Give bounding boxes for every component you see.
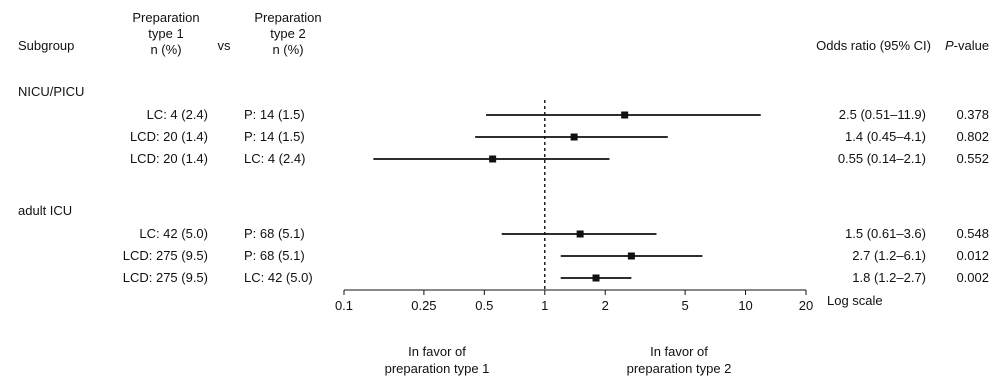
prep2-cell: LC: 4 (2.4) [244, 151, 305, 166]
favor-left-line2: preparation type 1 [385, 361, 490, 376]
x-tick-label: 1 [541, 298, 548, 313]
prep1-cell: LCD: 20 (1.4) [130, 129, 208, 144]
prep2-header-line3: n (%) [272, 42, 303, 57]
odds-ratio-point [576, 230, 584, 238]
x-tick-label: 0.5 [475, 298, 493, 313]
prep2-cell: P: 14 (1.5) [244, 129, 305, 144]
x-tick-label: 0.1 [335, 298, 353, 313]
odds-ratio-point [621, 111, 629, 119]
p-value-header-italic: P [945, 38, 954, 53]
odds-ratio-cell: 1.8 (1.2–2.7) [852, 270, 926, 285]
x-tick-label: 2 [602, 298, 609, 313]
prep2-header-line2: type 2 [270, 26, 305, 41]
x-tick-label: 5 [682, 298, 689, 313]
rows-layer: NICU/PICU LC: 4 (2.4) P: 14 (1.5) 2.5 (0.51… [18, 84, 989, 285]
vs-header: vs [218, 38, 232, 53]
prep2-cell: P: 68 (5.1) [244, 226, 305, 241]
p-value-cell: 0.552 [956, 151, 989, 166]
x-tick-label: 10 [738, 298, 752, 313]
p-value-cell: 0.378 [956, 107, 989, 122]
prep1-cell: LCD: 275 (9.5) [123, 270, 208, 285]
group-label: NICU/PICU [18, 84, 84, 99]
prep1-header-line3: n (%) [150, 42, 181, 57]
prep1-cell: LC: 4 (2.4) [147, 107, 208, 122]
x-tick-label: 20 [799, 298, 813, 313]
x-axis: 0.1 0.25 0.5 1 2 5 10 20 [335, 289, 813, 313]
odds-ratio-point [627, 252, 635, 260]
favor-left-line1: In favor of [408, 344, 466, 359]
x-tick-label: 0.25 [411, 298, 436, 313]
odds-ratio-cell: 1.4 (0.45–4.1) [845, 129, 926, 144]
axis-scale-note: Log scale [827, 293, 883, 308]
prep1-cell: LCD: 275 (9.5) [123, 248, 208, 263]
favor-right-line1: In favor of [650, 344, 708, 359]
column-headers: Subgroup Preparation type 1 n (%) vs Pre… [18, 10, 989, 57]
p-value-cell: 0.002 [956, 270, 989, 285]
odds-ratio-point [489, 155, 497, 163]
prep1-header-line2: type 1 [148, 26, 183, 41]
marks-layer [373, 111, 761, 282]
prep2-cell: P: 14 (1.5) [244, 107, 305, 122]
prep1-cell: LCD: 20 (1.4) [130, 151, 208, 166]
odds-ratio-cell: 2.5 (0.51–11.9) [839, 107, 926, 122]
odds-ratio-point [592, 274, 600, 282]
odds-ratio-cell: 1.5 (0.61–3.6) [845, 226, 926, 241]
p-value-header-rest: -value [954, 38, 989, 53]
subgroup-header: Subgroup [18, 38, 74, 53]
prep2-cell: P: 68 (5.1) [244, 248, 305, 263]
group-label: adult ICU [18, 203, 72, 218]
p-value-header: P-value [945, 38, 989, 53]
prep1-cell: LC: 42 (5.0) [139, 226, 208, 241]
prep1-header-line1: Preparation [132, 10, 199, 25]
favor-right-line2: preparation type 2 [627, 361, 732, 376]
p-value-cell: 0.548 [956, 226, 989, 241]
odds-ratio-point [570, 133, 578, 141]
p-value-cell: 0.802 [956, 129, 989, 144]
odds-ratio-header: Odds ratio (95% CI) [816, 38, 931, 53]
prep2-cell: LC: 42 (5.0) [244, 270, 313, 285]
prep2-header-line1: Preparation [254, 10, 321, 25]
odds-ratio-cell: 2.7 (1.2–6.1) [852, 248, 926, 263]
odds-ratio-cell: 0.55 (0.14–2.1) [838, 151, 926, 166]
p-value-cell: 0.012 [956, 248, 989, 263]
